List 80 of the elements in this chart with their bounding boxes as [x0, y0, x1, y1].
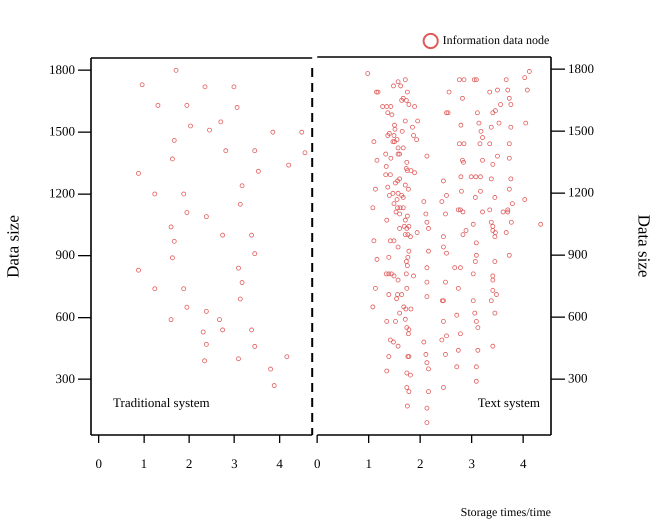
point [223, 148, 228, 154]
point [249, 232, 254, 238]
point [272, 383, 277, 388]
point [240, 183, 244, 188]
y-tick-label: 1800 [49, 62, 75, 77]
point [140, 82, 145, 88]
point [252, 148, 258, 154]
annotation: Text system [478, 395, 540, 410]
annotation: Traditional system [113, 395, 210, 410]
x-tick-label: 4 [276, 456, 284, 472]
y-tick-label: 900 [56, 247, 75, 262]
point [184, 210, 190, 215]
point [156, 102, 160, 108]
point [204, 308, 209, 314]
y-tick-label: 1200 [49, 185, 75, 200]
x-tick-label: 2 [416, 456, 424, 472]
point [170, 156, 175, 162]
point [200, 330, 206, 334]
x-tick-label: 1 [140, 456, 148, 472]
point [204, 214, 209, 220]
point [136, 170, 141, 176]
point [168, 224, 174, 230]
point [181, 192, 186, 196]
y2-axis-title: Data size [634, 214, 654, 278]
point [188, 124, 193, 128]
point [252, 251, 258, 256]
x-tick-label: 3 [468, 456, 475, 472]
point [286, 162, 292, 168]
point [204, 342, 209, 347]
y2-tick-label: 1200 [568, 184, 594, 200]
x-tick-label: 0 [95, 456, 102, 472]
point [270, 130, 276, 135]
x-tick-label: 0 [314, 456, 320, 472]
point [172, 138, 177, 143]
legend-label: Information data node [442, 33, 550, 48]
point [218, 119, 224, 124]
point [220, 232, 226, 238]
point [152, 286, 158, 292]
point [299, 130, 304, 135]
x-tick-label: 2 [186, 456, 192, 472]
point [238, 296, 243, 302]
y2-tick-label: 900 [568, 246, 588, 262]
point [256, 168, 261, 174]
y2-tick-label: 300 [568, 370, 588, 386]
point [238, 202, 243, 207]
point [236, 356, 241, 362]
point [136, 268, 141, 273]
point [284, 354, 290, 360]
y2-tick-label: 600 [568, 308, 588, 324]
y2-tick-label: 1500 [568, 122, 594, 138]
point [220, 328, 226, 332]
point [240, 280, 244, 285]
point [217, 317, 222, 322]
point [152, 192, 158, 196]
point [207, 128, 212, 133]
point [181, 286, 186, 292]
point [170, 255, 175, 260]
point [202, 84, 208, 90]
point [184, 102, 190, 108]
point [268, 366, 273, 372]
y2-tick-label: 1800 [568, 60, 594, 76]
y-tick-label: 600 [56, 308, 75, 324]
y-tick-label: 1500 [49, 124, 75, 139]
x-tick-label: 1 [365, 456, 372, 472]
point [234, 105, 240, 110]
point [302, 150, 308, 156]
point [202, 358, 207, 364]
point [174, 68, 178, 73]
point [236, 266, 241, 271]
y-axis-title: Data size [4, 215, 23, 278]
x-tick-label: 4 [520, 456, 527, 472]
x-tick-label: 3 [231, 456, 238, 472]
point [252, 344, 258, 349]
x-axis-title: Storage times/time [460, 504, 551, 519]
point [172, 238, 177, 244]
point [168, 317, 174, 322]
point [249, 328, 254, 332]
point [232, 84, 236, 90]
point [184, 304, 190, 310]
y-tick-label: 300 [56, 370, 75, 386]
